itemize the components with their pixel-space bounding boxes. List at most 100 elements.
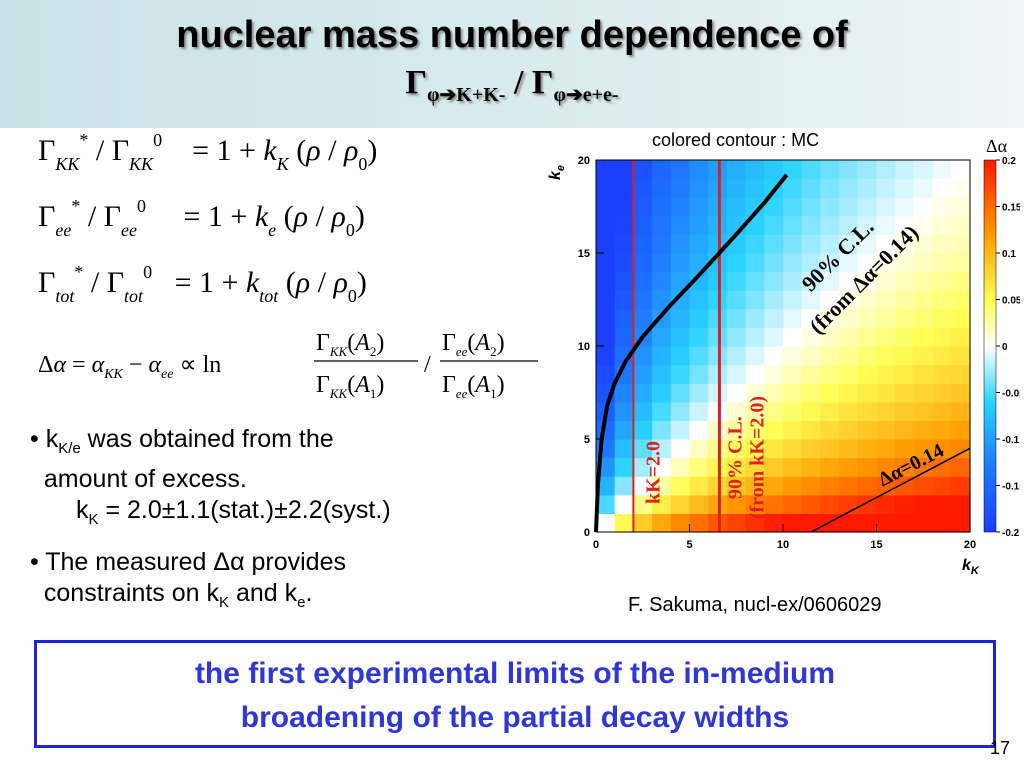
heatmap-cell bbox=[708, 197, 728, 217]
title-sub-ee: φ➔e+e- bbox=[553, 83, 619, 106]
heatmap-cell bbox=[820, 327, 840, 347]
heatmap-cell bbox=[913, 178, 934, 198]
heatmap-cell bbox=[670, 234, 691, 254]
heatmap-cell bbox=[801, 178, 821, 198]
heatmap-cell bbox=[876, 439, 896, 459]
heatmap-cell bbox=[857, 439, 878, 459]
heatmap-cell bbox=[913, 401, 934, 421]
heatmap-cell bbox=[670, 215, 691, 235]
heatmap-cell bbox=[876, 308, 896, 328]
heatmap-cell bbox=[783, 383, 803, 403]
heatmap-cell bbox=[670, 494, 691, 514]
heatmap-cell bbox=[839, 253, 859, 273]
bullet-1: • kK/e was obtained from the amount of e… bbox=[30, 425, 391, 528]
heatmap-cell bbox=[913, 160, 934, 180]
heatmap-cell bbox=[633, 253, 653, 273]
heatmap-cell bbox=[839, 513, 859, 533]
heatmap-cell bbox=[932, 513, 952, 533]
heatmap-cell bbox=[932, 215, 952, 235]
heatmap-cell bbox=[839, 457, 859, 477]
heatmap-cell bbox=[820, 401, 840, 421]
heatmap-cell bbox=[614, 327, 634, 347]
heatmap-cell bbox=[670, 197, 691, 217]
heatmap-cell bbox=[614, 513, 634, 533]
heatmap-cell bbox=[596, 346, 616, 366]
heatmap-cell bbox=[895, 513, 915, 533]
heatmap-cell bbox=[801, 420, 821, 440]
heatmap-cell bbox=[596, 197, 616, 217]
heatmap-cells bbox=[596, 160, 971, 533]
z-tick-label: -0.2 bbox=[1002, 528, 1020, 539]
heatmap-cell bbox=[633, 308, 653, 328]
heatmap-cell bbox=[596, 327, 616, 347]
heatmap-cell bbox=[708, 308, 728, 328]
heatmap-cell bbox=[614, 476, 634, 496]
heatmap-cell bbox=[783, 439, 803, 459]
heatmap-cell bbox=[951, 476, 971, 496]
title-sub-kk: φ➔K+K- bbox=[427, 83, 506, 106]
x-tick-label: 15 bbox=[870, 539, 882, 551]
heatmap-cell bbox=[764, 383, 784, 403]
heatmap-cell bbox=[932, 290, 952, 310]
heatmap-cell bbox=[652, 420, 672, 440]
heatmap-cell bbox=[764, 271, 784, 291]
heatmap-cell bbox=[857, 290, 878, 310]
heatmap-cell bbox=[913, 476, 934, 496]
heatmap-chart: kK=2.0 90% C.L. (from kK=2.0)90% C.L.(from… bbox=[547, 136, 1020, 577]
heatmap-cell bbox=[726, 308, 747, 328]
cl-label-kk-source: (from kK=2.0) bbox=[746, 396, 768, 519]
heatmap-cell bbox=[596, 290, 616, 310]
heatmap-cell bbox=[652, 457, 672, 477]
heatmap-cell bbox=[801, 253, 821, 273]
heatmap-cell bbox=[764, 234, 784, 254]
heatmap-cell bbox=[745, 457, 765, 477]
heatmap-cell bbox=[913, 215, 934, 235]
heatmap-cell bbox=[932, 364, 952, 384]
heatmap-cell bbox=[876, 383, 896, 403]
x-tick-label: 0 bbox=[593, 539, 599, 551]
heatmap-cell bbox=[913, 439, 934, 459]
heatmap-cell bbox=[708, 327, 728, 347]
heatmap-cell bbox=[839, 476, 859, 496]
heatmap-cell bbox=[932, 271, 952, 291]
heatmap-cell bbox=[633, 494, 653, 514]
heatmap-cell bbox=[745, 234, 765, 254]
gamma-symbol: Γ bbox=[531, 64, 554, 101]
heatmap-cell bbox=[596, 271, 616, 291]
heatmap-cell bbox=[652, 439, 672, 459]
heatmap-cell bbox=[839, 346, 859, 366]
heatmap-cell bbox=[596, 476, 616, 496]
svg-text:ΓKK(A1): ΓKK(A1) bbox=[316, 372, 384, 401]
equation-tot: Γtot* / Γtot0 = 1 + ktot (ρ / ρ0) bbox=[38, 262, 367, 306]
heatmap-cell bbox=[689, 364, 709, 384]
heatmap-cell bbox=[726, 513, 747, 533]
heatmap-cell bbox=[670, 327, 691, 347]
heatmap-cell bbox=[913, 494, 934, 514]
heatmap-cell bbox=[857, 234, 878, 254]
heatmap-cell bbox=[951, 327, 971, 347]
heatmap-cell bbox=[857, 327, 878, 347]
heatmap-cell bbox=[689, 420, 709, 440]
heatmap-cell bbox=[895, 327, 915, 347]
heatmap-cell bbox=[857, 253, 878, 273]
heatmap-cell bbox=[932, 494, 952, 514]
heatmap-cell bbox=[670, 271, 691, 291]
heatmap-cell bbox=[913, 457, 934, 477]
heatmap-cell bbox=[670, 178, 691, 198]
bullet-2: • The measured Δα provides constraints o… bbox=[30, 548, 346, 611]
heatmap-cell bbox=[633, 160, 653, 180]
heatmap-cell bbox=[652, 383, 672, 403]
heatmap-cell bbox=[726, 476, 747, 496]
heatmap-cell bbox=[951, 308, 971, 328]
heatmap-cell bbox=[726, 383, 747, 403]
heatmap-cell bbox=[670, 308, 691, 328]
bullet-sub: K/e bbox=[58, 440, 81, 457]
heatmap-cell bbox=[614, 215, 634, 235]
heatmap-cell bbox=[614, 383, 634, 403]
heatmap-cell bbox=[708, 420, 728, 440]
heatmap-cell bbox=[857, 178, 878, 198]
heatmap-cell bbox=[951, 439, 971, 459]
heatmap-cell bbox=[839, 308, 859, 328]
heatmap-cell bbox=[689, 215, 709, 235]
heatmap-cell bbox=[689, 457, 709, 477]
